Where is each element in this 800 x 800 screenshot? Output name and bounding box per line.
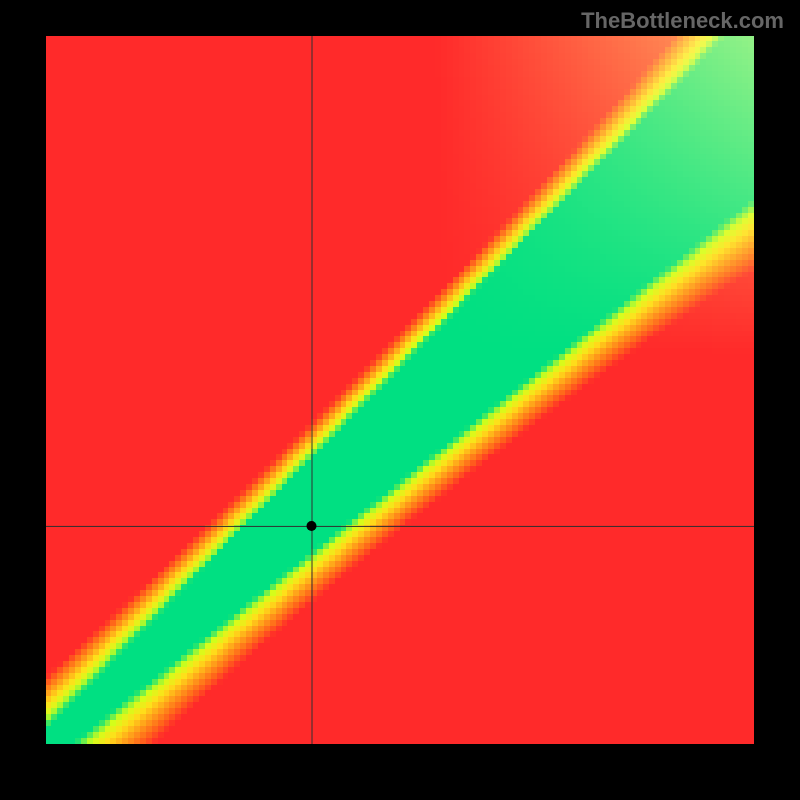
watermark-text: TheBottleneck.com xyxy=(581,8,784,34)
chart-frame xyxy=(46,36,754,744)
heatmap-canvas xyxy=(46,36,754,744)
